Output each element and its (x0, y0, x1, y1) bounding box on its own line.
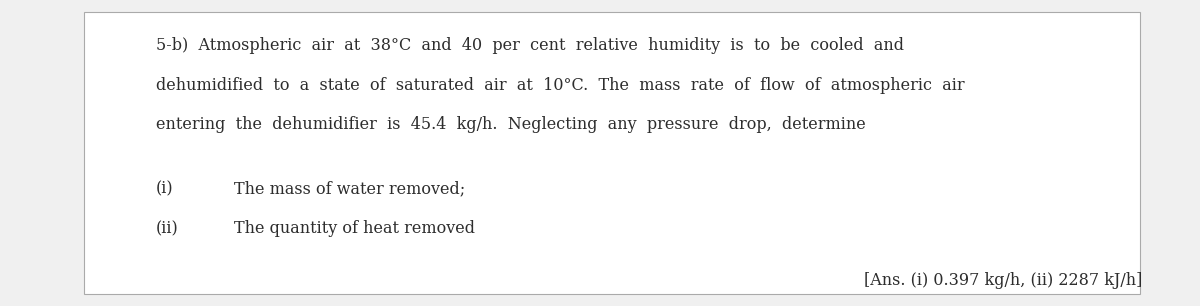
Text: [Ans. (i) 0.397 kg/h, (ii) 2287 kJ/h]: [Ans. (i) 0.397 kg/h, (ii) 2287 kJ/h] (864, 272, 1142, 289)
Text: The mass of water removed;: The mass of water removed; (234, 181, 466, 198)
Text: The quantity of heat removed: The quantity of heat removed (234, 220, 475, 237)
Text: entering  the  dehumidifier  is  45.4  kg/h.  Neglecting  any  pressure  drop,  : entering the dehumidifier is 45.4 kg/h. … (156, 116, 865, 133)
Text: 5-b)  Atmospheric  air  at  38°C  and  40  per  cent  relative  humidity  is  to: 5-b) Atmospheric air at 38°C and 40 per … (156, 37, 904, 54)
Text: dehumidified  to  a  state  of  saturated  air  at  10°C.  The  mass  rate  of  : dehumidified to a state of saturated air… (156, 76, 965, 94)
Text: (ii): (ii) (156, 220, 179, 237)
FancyBboxPatch shape (84, 12, 1140, 294)
Text: (i): (i) (156, 181, 174, 198)
